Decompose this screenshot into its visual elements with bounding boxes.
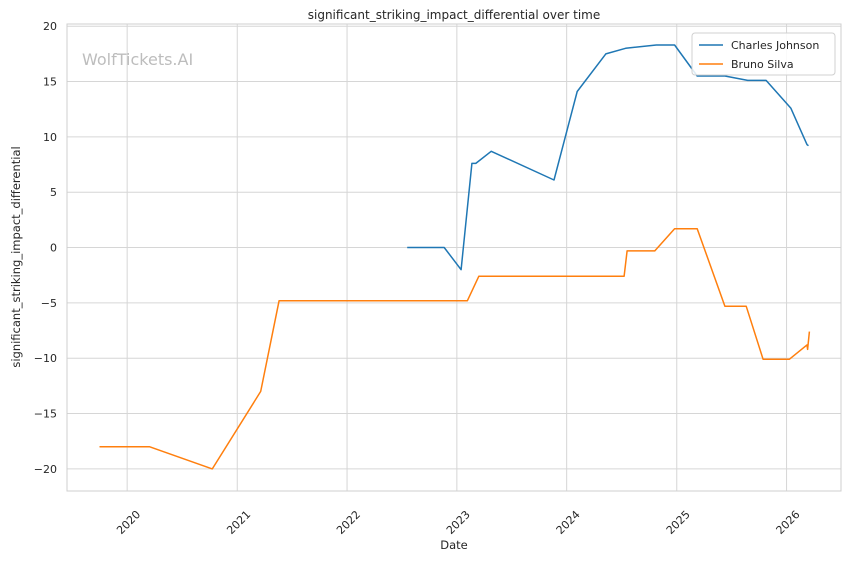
y-tick-label: −20 <box>34 463 57 476</box>
y-tick-label: −10 <box>34 352 57 365</box>
x-tick-label: 2025 <box>664 508 693 537</box>
tick-labels: 20 15 10 5 0 −5 −10 −15 −20 2020 2021 2022 2023 2024 2… <box>34 20 803 537</box>
legend-box <box>691 32 836 76</box>
y-tick-label: 5 <box>50 186 57 199</box>
y-tick-label: 0 <box>50 242 57 255</box>
series-line-charles-johnson <box>407 44 809 271</box>
series-lines <box>99 44 811 470</box>
y-axis-label: significant_striking_impact_differential <box>9 146 23 367</box>
x-tick-label: 2022 <box>334 508 363 537</box>
y-tick-label: 20 <box>43 20 57 33</box>
y-tick-label: −15 <box>34 408 57 421</box>
y-tick-label: 10 <box>43 131 57 144</box>
legend-label-bruno-silva: Bruno Silva <box>731 58 794 71</box>
y-tick-label: 15 <box>43 76 57 89</box>
watermark: WolfTickets.AI <box>82 50 193 69</box>
legend-label-charles-johnson: Charles Johnson <box>731 39 819 52</box>
legend: Charles Johnson Bruno Silva <box>691 32 836 76</box>
y-tick-label: −5 <box>41 297 57 310</box>
grid <box>67 24 841 491</box>
chart-title: significant_striking_impact_differential… <box>308 8 600 22</box>
series-line-bruno-silva <box>99 227 811 470</box>
x-tick-label: 2023 <box>444 508 473 537</box>
plot-frame <box>66 23 842 492</box>
x-tick-label: 2024 <box>554 508 583 537</box>
x-axis-label: Date <box>440 538 468 552</box>
x-tick-label: 2020 <box>114 508 143 537</box>
x-tick-label: 2021 <box>224 508 253 537</box>
x-tick-label: 2026 <box>774 508 803 537</box>
